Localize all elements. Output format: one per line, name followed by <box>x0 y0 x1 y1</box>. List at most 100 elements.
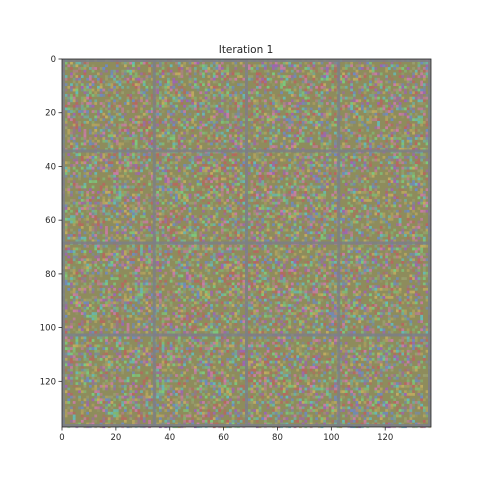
noise-pixel <box>202 123 205 127</box>
noise-pixel <box>175 166 178 170</box>
noise-pixel <box>180 147 184 151</box>
noise-pixel <box>118 83 122 87</box>
noise-pixel <box>342 118 345 122</box>
noise-pixel <box>325 115 329 119</box>
noise-pixel <box>164 102 168 105</box>
noise-pixel <box>88 142 92 146</box>
noise-pixel <box>409 174 413 178</box>
noise-pixel <box>420 115 424 119</box>
noise-pixel <box>339 118 343 122</box>
noise-pixel <box>309 199 313 202</box>
noise-pixel <box>261 225 265 229</box>
noise-pixel <box>312 69 316 73</box>
noise-pixel <box>417 64 421 68</box>
noise-pixel <box>277 112 281 116</box>
noise-pixel <box>83 172 87 175</box>
noise-pixel <box>312 231 316 235</box>
noise-pixel <box>180 85 184 89</box>
noise-pixel <box>272 67 275 70</box>
noise-pixel <box>293 204 297 208</box>
noise-pixel <box>296 188 300 192</box>
noise-pixel <box>210 185 213 189</box>
noise-pixel <box>401 72 405 76</box>
noise-pixel <box>156 155 160 159</box>
noise-pixel <box>132 131 135 135</box>
noise-pixel <box>320 102 324 105</box>
noise-pixel <box>204 137 208 140</box>
noise-pixel <box>422 147 426 151</box>
noise-pixel <box>218 131 222 135</box>
noise-pixel <box>395 158 399 162</box>
noise-pixel <box>193 67 197 70</box>
noise-pixel <box>177 64 181 68</box>
noise-pixel <box>290 188 294 192</box>
noise-pixel <box>191 120 195 124</box>
noise-pixel <box>344 158 348 162</box>
noise-pixel <box>185 69 189 73</box>
noise-pixel <box>261 83 265 87</box>
noise-pixel <box>379 104 383 108</box>
noise-pixel <box>177 231 181 235</box>
noise-pixel <box>67 207 71 210</box>
noise-pixel <box>78 77 81 81</box>
noise-pixel <box>369 110 372 113</box>
noise-pixel <box>255 209 259 213</box>
noise-pixel <box>102 177 106 181</box>
noise-pixel <box>261 118 265 122</box>
noise-pixel <box>320 223 324 227</box>
noise-pixel <box>191 104 195 108</box>
noise-pixel <box>185 193 189 197</box>
noise-pixel <box>288 85 292 89</box>
noise-pixel <box>188 193 192 197</box>
noise-pixel <box>123 234 127 237</box>
noise-pixel <box>150 142 154 146</box>
noise-pixel <box>167 190 170 194</box>
noise-pixel <box>172 137 176 140</box>
noise-pixel <box>290 190 294 194</box>
noise-pixel <box>417 96 421 100</box>
noise-pixel <box>204 85 208 89</box>
noise-pixel <box>331 204 335 208</box>
noise-pixel <box>301 102 305 105</box>
noise-pixel <box>242 207 246 210</box>
noise-pixel <box>99 88 103 92</box>
noise-pixel <box>164 131 168 135</box>
noise-pixel <box>164 118 168 122</box>
noise-pixel <box>420 131 424 135</box>
noise-pixel <box>285 220 289 224</box>
noise-pixel <box>177 91 181 95</box>
noise-pixel <box>207 220 211 224</box>
noise-pixel <box>175 80 178 84</box>
noise-pixel <box>212 96 216 100</box>
noise-pixel <box>301 158 305 162</box>
noise-pixel <box>167 99 170 103</box>
noise-pixel <box>80 88 84 92</box>
noise-pixel <box>358 199 362 202</box>
noise-pixel <box>325 158 329 162</box>
noise-pixel <box>412 129 415 132</box>
noise-pixel <box>148 72 151 76</box>
noise-pixel <box>242 161 246 165</box>
noise-pixel <box>371 182 375 186</box>
noise-pixel <box>218 193 222 197</box>
noise-pixel <box>309 137 313 140</box>
noise-pixel <box>406 80 410 84</box>
noise-pixel <box>255 126 259 130</box>
noise-pixel <box>126 131 130 135</box>
noise-pixel <box>422 99 426 103</box>
noise-pixel <box>422 96 426 100</box>
noise-pixel <box>331 88 335 92</box>
noise-pixel <box>156 223 160 227</box>
noise-pixel <box>110 228 114 232</box>
noise-pixel <box>107 212 111 216</box>
noise-pixel <box>129 209 133 213</box>
noise-pixel <box>409 212 413 216</box>
noise-pixel <box>307 112 310 116</box>
noise-pixel <box>226 228 230 232</box>
noise-pixel <box>207 193 211 197</box>
noise-pixel <box>223 112 227 116</box>
noise-pixel <box>140 99 143 103</box>
noise-pixel <box>255 80 259 84</box>
noise-pixel <box>193 158 197 162</box>
noise-pixel <box>70 72 73 76</box>
